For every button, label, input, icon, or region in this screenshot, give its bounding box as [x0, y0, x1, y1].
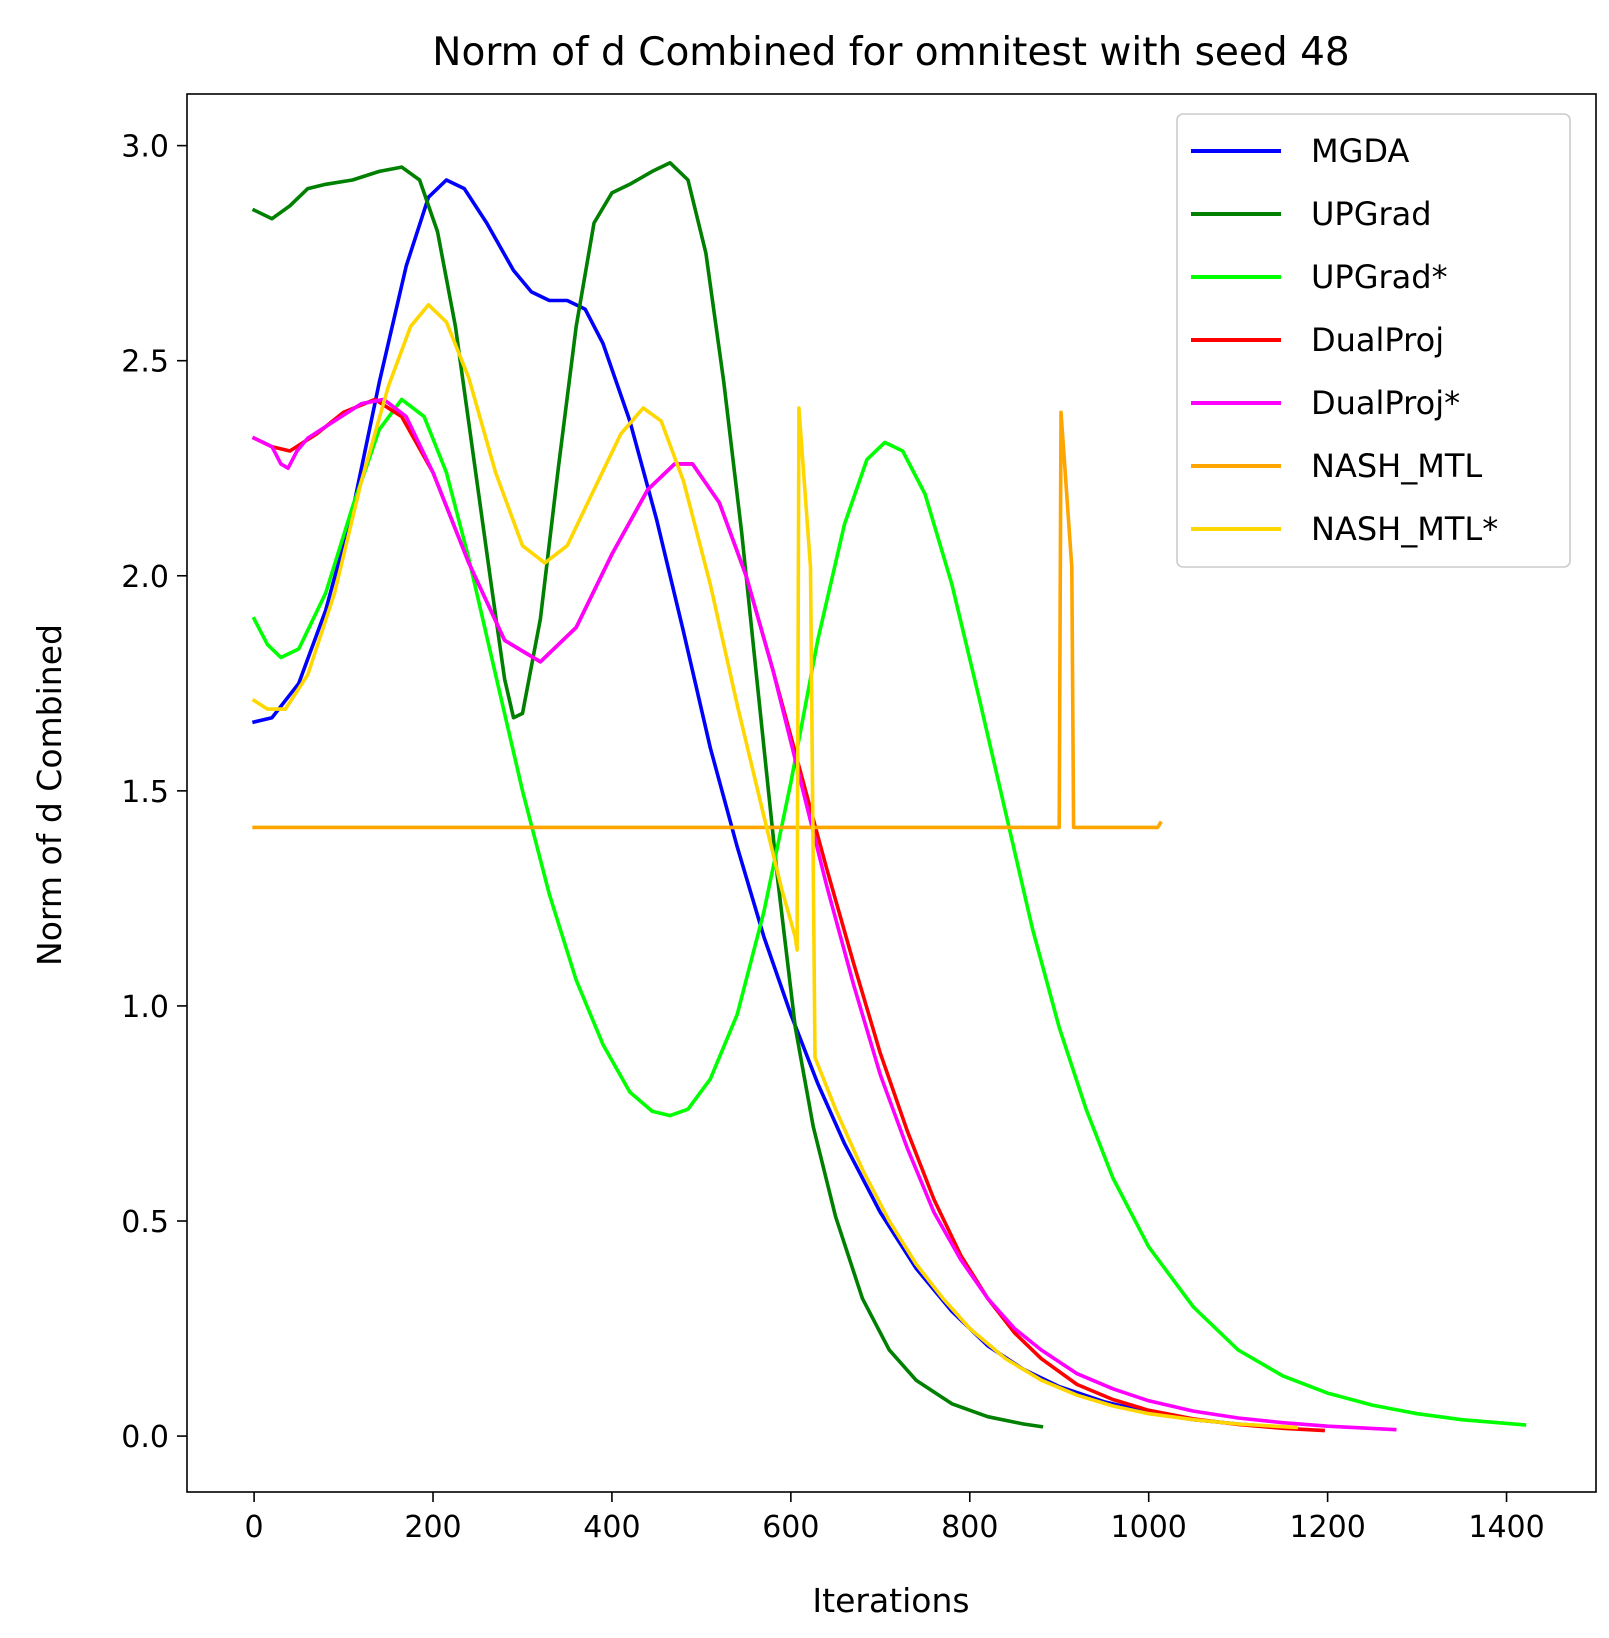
legend-label: MGDA — [1311, 132, 1409, 170]
legend: MGDA UPGrad UPGrad* DualProj DualProj* NASH_M… — [1176, 113, 1571, 568]
legend-box — [1176, 113, 1571, 568]
series-line-4 — [251, 397, 1397, 1432]
x-tick-label: 800 — [941, 1510, 998, 1545]
x-tick-label: 0 — [245, 1510, 264, 1545]
legend-label: NASH_MTL — [1311, 447, 1482, 485]
x-tick-label: 1000 — [1111, 1510, 1187, 1545]
x-tick-label: 600 — [762, 1510, 819, 1545]
y-tick-label: 2.5 — [121, 345, 169, 380]
series-line-5 — [252, 410, 1163, 830]
y-tick-label: 0.5 — [121, 1205, 169, 1240]
plot-area — [186, 93, 1597, 1493]
legend-label: DualProj — [1311, 321, 1444, 359]
series-line-6 — [251, 303, 1299, 1430]
x-axis-label: Iterations — [812, 1581, 969, 1620]
legend-label: DualProj* — [1311, 384, 1460, 422]
legend-label: UPGrad — [1311, 195, 1432, 233]
legend-label: UPGrad* — [1311, 258, 1448, 296]
plot-frame — [186, 93, 1597, 1493]
x-tick-label: 200 — [404, 1510, 461, 1545]
y-tick-label: 2.0 — [121, 560, 169, 595]
y-tick-label: 1.0 — [121, 990, 169, 1025]
y-tick-label: 3.0 — [121, 130, 169, 165]
y-tick-label: 1.5 — [121, 775, 169, 810]
series-line-2 — [251, 397, 1527, 1427]
chart-title: Norm of d Combined for omnitest with see… — [432, 30, 1349, 75]
y-axis: 0.0 0.5 1.0 1.5 2.0 2.5 3.0 — [121, 130, 187, 1455]
x-tick-label: 1200 — [1289, 1510, 1365, 1545]
y-axis-label: Norm of d Combined — [30, 624, 69, 966]
x-tick-label: 400 — [583, 1510, 640, 1545]
series-lines — [251, 161, 1527, 1433]
y-tick-label: 0.0 — [121, 1420, 169, 1455]
legend-label: NASH_MTL* — [1311, 510, 1498, 548]
series-line-1 — [251, 161, 1044, 1429]
x-tick-label: 1400 — [1468, 1510, 1544, 1545]
x-axis: 0 200 400 600 800 1000 1200 1400 — [245, 1492, 1545, 1545]
